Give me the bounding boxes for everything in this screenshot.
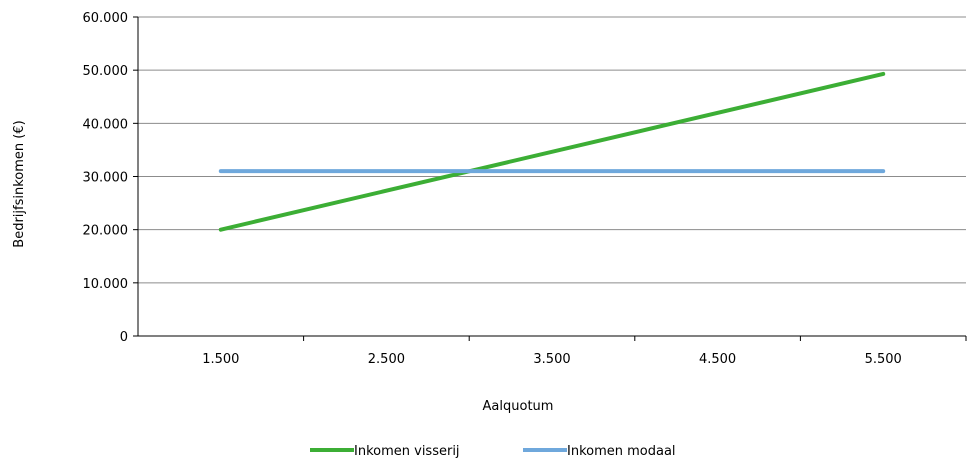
gridlines — [138, 16, 966, 284]
x-tick-label: 5.500 — [865, 352, 902, 367]
y-tick-label: 10.000 — [83, 277, 129, 292]
y-tick-label: 50.000 — [83, 64, 129, 79]
x-tick-labels: 1.500 2.500 3.500 4.500 5.500 — [202, 352, 902, 367]
series-lines — [218, 71, 886, 232]
legend: Inkomen visserij Inkomen modaal — [310, 444, 676, 459]
x-tick-label: 3.500 — [533, 352, 570, 367]
y-tick-label: 60.000 — [83, 11, 129, 26]
x-tick-label: 1.500 — [202, 352, 239, 367]
y-tick-label: 0 — [120, 330, 128, 345]
legend-label-2: Inkomen modaal — [567, 444, 676, 459]
y-tick-labels: 0 10.000 20.000 30.000 40.000 50.000 60.000 — [83, 11, 129, 345]
x-tick-label: 4.500 — [699, 352, 736, 367]
x-axis-title: Aalquotum — [483, 399, 554, 414]
x-tick-label: 2.500 — [368, 352, 405, 367]
y-axis-title: Bedrijfsinkomen (€) — [12, 120, 27, 247]
y-tick-label: 40.000 — [83, 117, 129, 132]
series-line-1 — [218, 71, 886, 232]
legend-label-1: Inkomen visserij — [354, 444, 460, 459]
y-tick-label: 20.000 — [83, 224, 129, 239]
axes — [133, 16, 967, 341]
y-tick-label: 30.000 — [83, 171, 129, 186]
